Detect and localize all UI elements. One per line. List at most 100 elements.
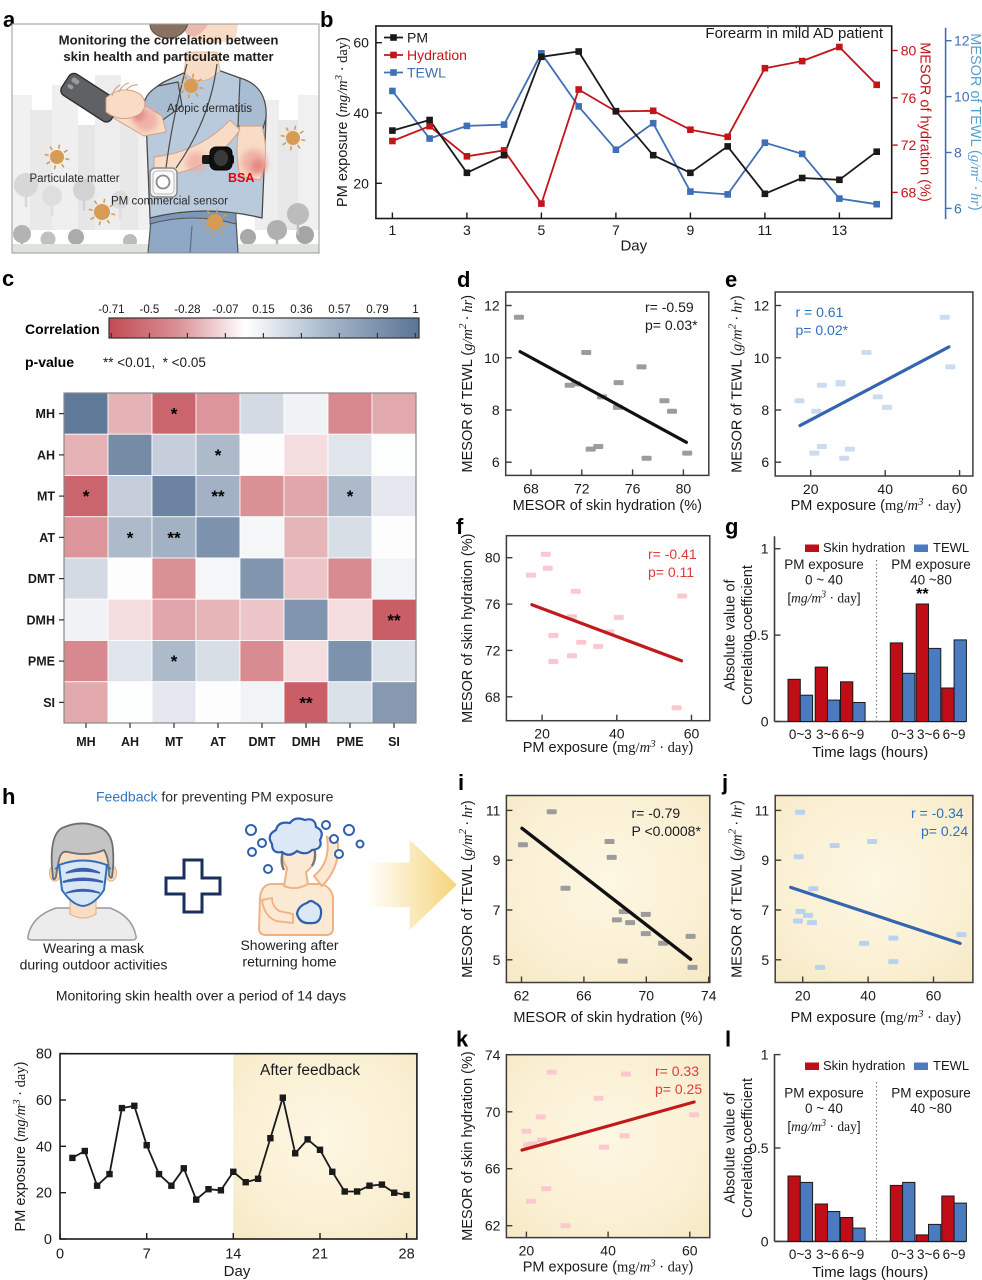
svg-text:6: 6 <box>492 454 500 470</box>
svg-text:DMH: DMH <box>292 735 320 749</box>
svg-text:PM exposure (mg/m3 · day): PM exposure (mg/m3 · day) <box>791 496 962 514</box>
svg-text:-0.28: -0.28 <box>174 304 200 316</box>
svg-text:*: * <box>171 405 178 424</box>
svg-text:0.5: 0.5 <box>749 1140 769 1156</box>
svg-text:p-value: p-value <box>25 354 74 370</box>
svg-text:7: 7 <box>612 222 620 238</box>
svg-text:1: 1 <box>389 222 397 238</box>
svg-text:PM exposure: PM exposure <box>891 1086 971 1101</box>
svg-text:-0.71: -0.71 <box>98 304 124 316</box>
svg-text:40: 40 <box>36 1139 52 1155</box>
svg-text:11: 11 <box>758 222 773 238</box>
svg-text:6~9: 6~9 <box>943 727 966 742</box>
svg-text:6: 6 <box>954 200 962 216</box>
svg-text:TEWL: TEWL <box>933 540 969 555</box>
svg-text:r= -0.59: r= -0.59 <box>645 299 694 315</box>
svg-text:66: 66 <box>485 1161 501 1177</box>
svg-text:20: 20 <box>803 481 819 497</box>
svg-text:20: 20 <box>795 988 811 1004</box>
svg-text:3~6: 3~6 <box>816 1247 839 1262</box>
svg-text:b: b <box>320 7 333 32</box>
svg-text:SI: SI <box>388 735 400 749</box>
svg-text:62: 62 <box>514 988 530 1004</box>
svg-text:r= -0.79: r= -0.79 <box>632 805 681 821</box>
svg-text:20: 20 <box>519 1243 535 1259</box>
svg-text:40 ~80: 40 ~80 <box>910 1101 952 1116</box>
svg-text:Forearm in mild AD patient: Forearm in mild AD patient <box>705 25 883 42</box>
svg-text:60: 60 <box>36 1093 52 1109</box>
svg-text:MESOR of TEWL (g/m2 · hr): MESOR of TEWL (g/m2 · hr) <box>967 33 982 211</box>
svg-text:28: 28 <box>399 1247 415 1263</box>
svg-text:70: 70 <box>639 988 655 1004</box>
svg-text:PM commercial sensor: PM commercial sensor <box>111 196 228 208</box>
svg-text:72: 72 <box>901 137 917 153</box>
svg-text:0: 0 <box>56 1247 64 1263</box>
svg-text:76: 76 <box>625 480 641 496</box>
svg-text:AT: AT <box>39 531 55 545</box>
svg-text:12: 12 <box>954 33 970 49</box>
svg-text:PME: PME <box>28 655 55 669</box>
svg-text:14: 14 <box>225 1247 241 1263</box>
svg-text:returning home: returning home <box>242 954 336 970</box>
svg-text:40 ~80: 40 ~80 <box>910 573 952 588</box>
svg-text:80: 80 <box>676 480 692 496</box>
svg-text:80: 80 <box>901 43 917 59</box>
svg-text:9: 9 <box>493 852 501 868</box>
svg-text:6~9: 6~9 <box>943 1247 966 1262</box>
svg-text:20: 20 <box>353 175 369 191</box>
svg-text:[mg/m3 · day]: [mg/m3 · day] <box>787 1118 860 1134</box>
svg-text:Hydration: Hydration <box>407 47 467 63</box>
svg-text:e: e <box>725 267 737 292</box>
svg-text:62: 62 <box>485 1218 501 1234</box>
svg-text:3~6: 3~6 <box>917 727 940 742</box>
svg-text:7: 7 <box>143 1247 151 1263</box>
svg-text:MH: MH <box>76 735 95 749</box>
svg-text:Absolute value of: Absolute value of <box>723 1091 739 1203</box>
svg-text:p= 0.03*: p= 0.03* <box>645 317 698 333</box>
svg-text:0~3: 0~3 <box>789 1247 812 1262</box>
svg-text:[mg/m3 · day]: [mg/m3 · day] <box>787 590 860 606</box>
svg-text:11: 11 <box>486 802 501 818</box>
svg-text:1: 1 <box>761 1047 769 1063</box>
svg-text:MESOR of skin hydration (%): MESOR of skin hydration (%) <box>513 1010 702 1026</box>
svg-text:72: 72 <box>485 642 501 658</box>
svg-text:0.15: 0.15 <box>252 304 274 316</box>
svg-text:AT: AT <box>210 735 226 749</box>
svg-text:Correlation coefficient: Correlation coefficient <box>740 1078 756 1218</box>
svg-text:68: 68 <box>523 480 539 496</box>
svg-text:MESOR of skin hydration (%): MESOR of skin hydration (%) <box>460 534 476 723</box>
svg-text:MESOR of TEWL (g/m2 · hr): MESOR of TEWL (g/m2 · hr) <box>727 800 746 978</box>
svg-text:Feedback for preventing PM exp: Feedback for preventing PM exposure <box>96 789 334 805</box>
svg-text:AH: AH <box>37 448 55 462</box>
svg-text:MT: MT <box>165 735 183 749</box>
svg-text:0.79: 0.79 <box>366 304 388 316</box>
svg-text:Correlation coefficient: Correlation coefficient <box>740 565 756 705</box>
svg-text:PM: PM <box>407 30 428 46</box>
svg-text:0.57: 0.57 <box>328 304 350 316</box>
svg-text:PM exposure (mg/m3 · day): PM exposure (mg/m3 · day) <box>791 1008 962 1026</box>
svg-text:70: 70 <box>485 1104 501 1120</box>
svg-text:0~3: 0~3 <box>891 727 914 742</box>
svg-text:Skin hydration: Skin hydration <box>823 1058 905 1073</box>
svg-text:5: 5 <box>538 222 546 238</box>
svg-text:MESOR of skin hydration (%): MESOR of skin hydration (%) <box>460 1051 476 1240</box>
svg-text:68: 68 <box>901 184 917 200</box>
svg-text:Day: Day <box>224 1263 251 1280</box>
svg-text:60: 60 <box>682 1243 698 1259</box>
svg-text:Monitoring skin health over a: Monitoring skin health over a period of … <box>56 988 346 1004</box>
svg-text:p= 0.11: p= 0.11 <box>648 564 694 580</box>
svg-text:60: 60 <box>684 726 700 742</box>
svg-text:0: 0 <box>761 714 769 730</box>
svg-text:40: 40 <box>860 988 876 1004</box>
svg-text:MH: MH <box>36 407 55 421</box>
svg-text:j: j <box>721 770 728 795</box>
svg-text:8: 8 <box>954 145 962 161</box>
svg-text:Time lags (hours): Time lags (hours) <box>812 1264 928 1280</box>
svg-text:Wearing a mask: Wearing a mask <box>43 940 145 956</box>
svg-text:DMT: DMT <box>28 572 55 586</box>
svg-text:c: c <box>2 266 14 291</box>
svg-text:PM exposure (mg/m3 · day): PM exposure (mg/m3 · day) <box>333 37 351 207</box>
svg-text:60: 60 <box>952 481 968 497</box>
svg-text:AH: AH <box>121 735 139 749</box>
svg-text:**: ** <box>299 693 313 712</box>
